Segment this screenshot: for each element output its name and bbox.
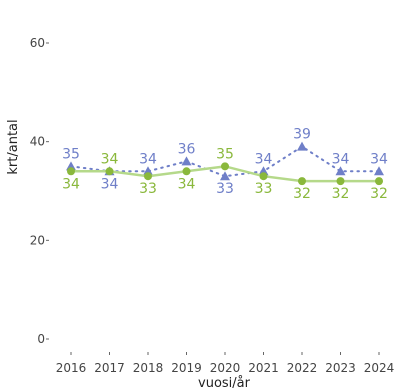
- data-point: [336, 177, 345, 186]
- data-point: [375, 177, 383, 186]
- data-label: 35: [216, 146, 234, 162]
- x-tick-label: 2018: [133, 361, 164, 375]
- y-tick-label: 20: [30, 233, 45, 247]
- x-tick-label: 2016: [56, 361, 87, 375]
- data-point: [221, 162, 229, 171]
- x-tick-label: 2021: [248, 361, 279, 375]
- data-point: [258, 166, 269, 176]
- data-label: 32: [332, 186, 350, 202]
- x-tick-label: 2022: [287, 361, 318, 375]
- series-1: 35 34 34 36 33 34 39 34 34: [62, 127, 388, 198]
- data-point: [66, 161, 76, 171]
- x-axis-title: vuosi/år: [198, 376, 251, 391]
- x-tick-label: 2023: [325, 361, 356, 375]
- data-label: 33: [216, 181, 234, 197]
- x-tick-label: 2020: [210, 361, 241, 375]
- data-label: 35: [62, 146, 80, 162]
- data-label: 34: [370, 151, 388, 167]
- data-point: [181, 156, 192, 166]
- data-label: 34: [101, 176, 119, 192]
- x-tick-label: 2024: [364, 361, 395, 375]
- data-label: 34: [62, 176, 80, 192]
- data-point: [298, 177, 306, 186]
- series-layer: 35 34 34 36 33 34 39 34 34 34 34 33 34 35 33 32 32 32: [62, 127, 388, 203]
- y-axis-title: krt/antal: [6, 119, 21, 174]
- data-point: [143, 166, 153, 176]
- data-point: [144, 172, 152, 181]
- data-point: [374, 166, 384, 176]
- data-label: 34: [139, 151, 157, 167]
- data-label: 34: [255, 151, 273, 167]
- data-label: 34: [101, 151, 119, 167]
- x-axis-ticks: 2016 2017 2018 2019 2020 2021 2022 2023 2024: [56, 352, 395, 375]
- data-point: [182, 167, 191, 176]
- data-point: [335, 166, 346, 176]
- y-tick-label: 0: [37, 332, 45, 346]
- y-tick-label: 40: [30, 135, 45, 149]
- data-point: [220, 171, 230, 181]
- data-label: 33: [255, 181, 273, 197]
- data-label: 34: [332, 151, 350, 167]
- x-tick-label: 2019: [171, 361, 202, 375]
- series-2: 34 34 33 34 35 33 32 32 32: [62, 146, 388, 202]
- data-point: [105, 167, 114, 176]
- data-point: [297, 141, 307, 151]
- data-label: 33: [139, 181, 157, 197]
- data-point: [259, 172, 268, 181]
- data-label: 39: [293, 127, 311, 143]
- data-label: 36: [178, 141, 196, 157]
- y-axis-ticks: 0 20 40 60: [30, 36, 49, 346]
- data-label: 32: [370, 186, 388, 202]
- data-label: 32: [293, 186, 311, 202]
- data-label: 34: [178, 176, 196, 192]
- data-point: [67, 167, 75, 176]
- x-tick-label: 2017: [94, 361, 125, 375]
- y-tick-label: 60: [30, 36, 45, 50]
